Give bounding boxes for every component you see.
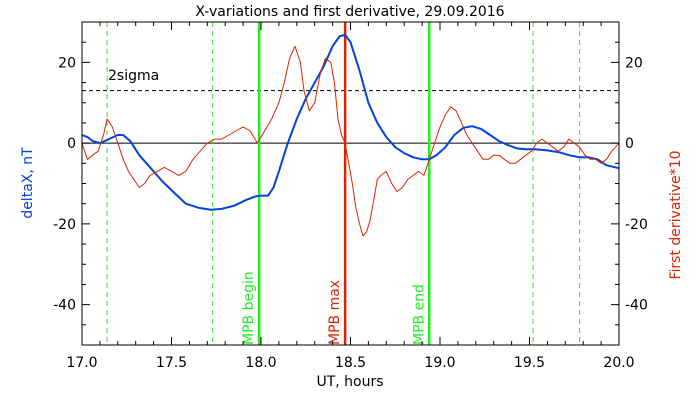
deltax-series-line [81, 33, 620, 211]
left-y-axis-label: deltaX, nT [20, 147, 36, 219]
marker-label-2: MPB begin [241, 271, 257, 345]
axes: 17.0 17.5 18.0 18.5 19.0 19.5 20.0 -40 -40 -20 -20… [53, 22, 648, 371]
chart-title: X-variations and first derivative, 29.09… [195, 4, 504, 20]
right-y-axis-label: First derivative*10 [668, 150, 684, 279]
x-tick-label-1: 17.5 [156, 355, 187, 371]
series-layer [81, 33, 620, 237]
x-tick-label-3: 18.5 [335, 355, 366, 371]
x-tick-label-5: 19.5 [514, 355, 545, 371]
x-tick-label-6: 20.0 [603, 355, 634, 371]
y-tick-label-right-2: 0 [625, 136, 634, 152]
x-axis-label: UT, hours [316, 374, 383, 390]
x-tick-label-4: 19.0 [424, 355, 455, 371]
y-tick-label-left-3: 20 [58, 55, 76, 71]
derivative-series-line [81, 45, 620, 237]
x-tick-label-0: 17.0 [66, 355, 97, 371]
marker-label-4: MPB end [411, 284, 427, 345]
y-tick-label-right-1: -20 [625, 217, 648, 233]
y-tick-label-left-1: -20 [53, 217, 76, 233]
marker-label-3: MPB max [327, 280, 343, 345]
reference-lines [82, 90, 619, 144]
y-tick-label-right-3: 20 [625, 55, 643, 71]
vertical-markers: MPB begin MPB max MPB end [106, 22, 581, 345]
plot-frame [81, 21, 620, 346]
x-tick-label-2: 18.0 [245, 355, 276, 371]
y-tick-label-left-0: -40 [53, 298, 76, 314]
y-tick-label-right-0: -40 [625, 298, 648, 314]
threshold-label: 2sigma [108, 68, 159, 84]
y-tick-label-left-2: 0 [67, 136, 76, 152]
